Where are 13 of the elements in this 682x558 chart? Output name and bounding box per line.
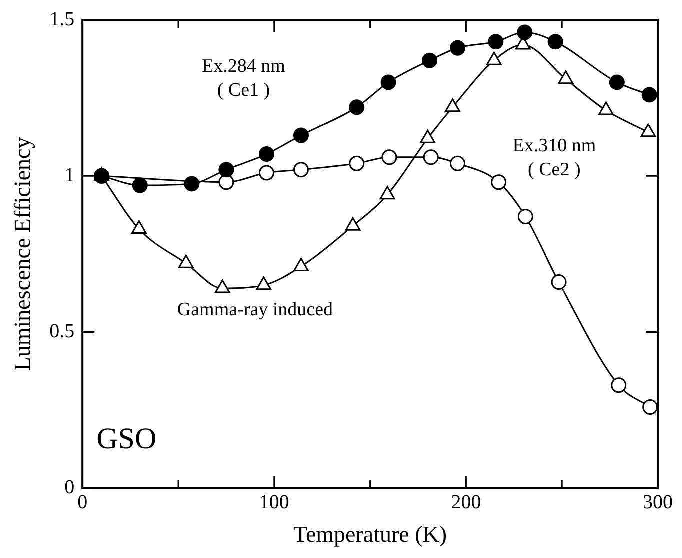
y-axis-title: Luminescence Efficiency: [10, 136, 35, 372]
series-label: Ex.310 nm ( Ce2 ): [512, 135, 596, 180]
y-tick-label: 0.5: [50, 320, 75, 343]
series-label: Ex.284 nm ( Ce1 ): [202, 56, 286, 101]
y-tick-label: 0: [64, 476, 75, 499]
series-label: Gamma-ray induced: [177, 299, 334, 320]
x-tick-label: 300: [643, 492, 673, 514]
x-tick-label: 200: [451, 492, 482, 514]
x-axis-title: Temperature (K): [294, 522, 448, 548]
x-tick-label: 100: [259, 492, 290, 514]
annotation: GSO: [96, 422, 157, 456]
y-tick-label: 1: [64, 164, 75, 186]
y-tick-label: 1.5: [50, 8, 75, 30]
